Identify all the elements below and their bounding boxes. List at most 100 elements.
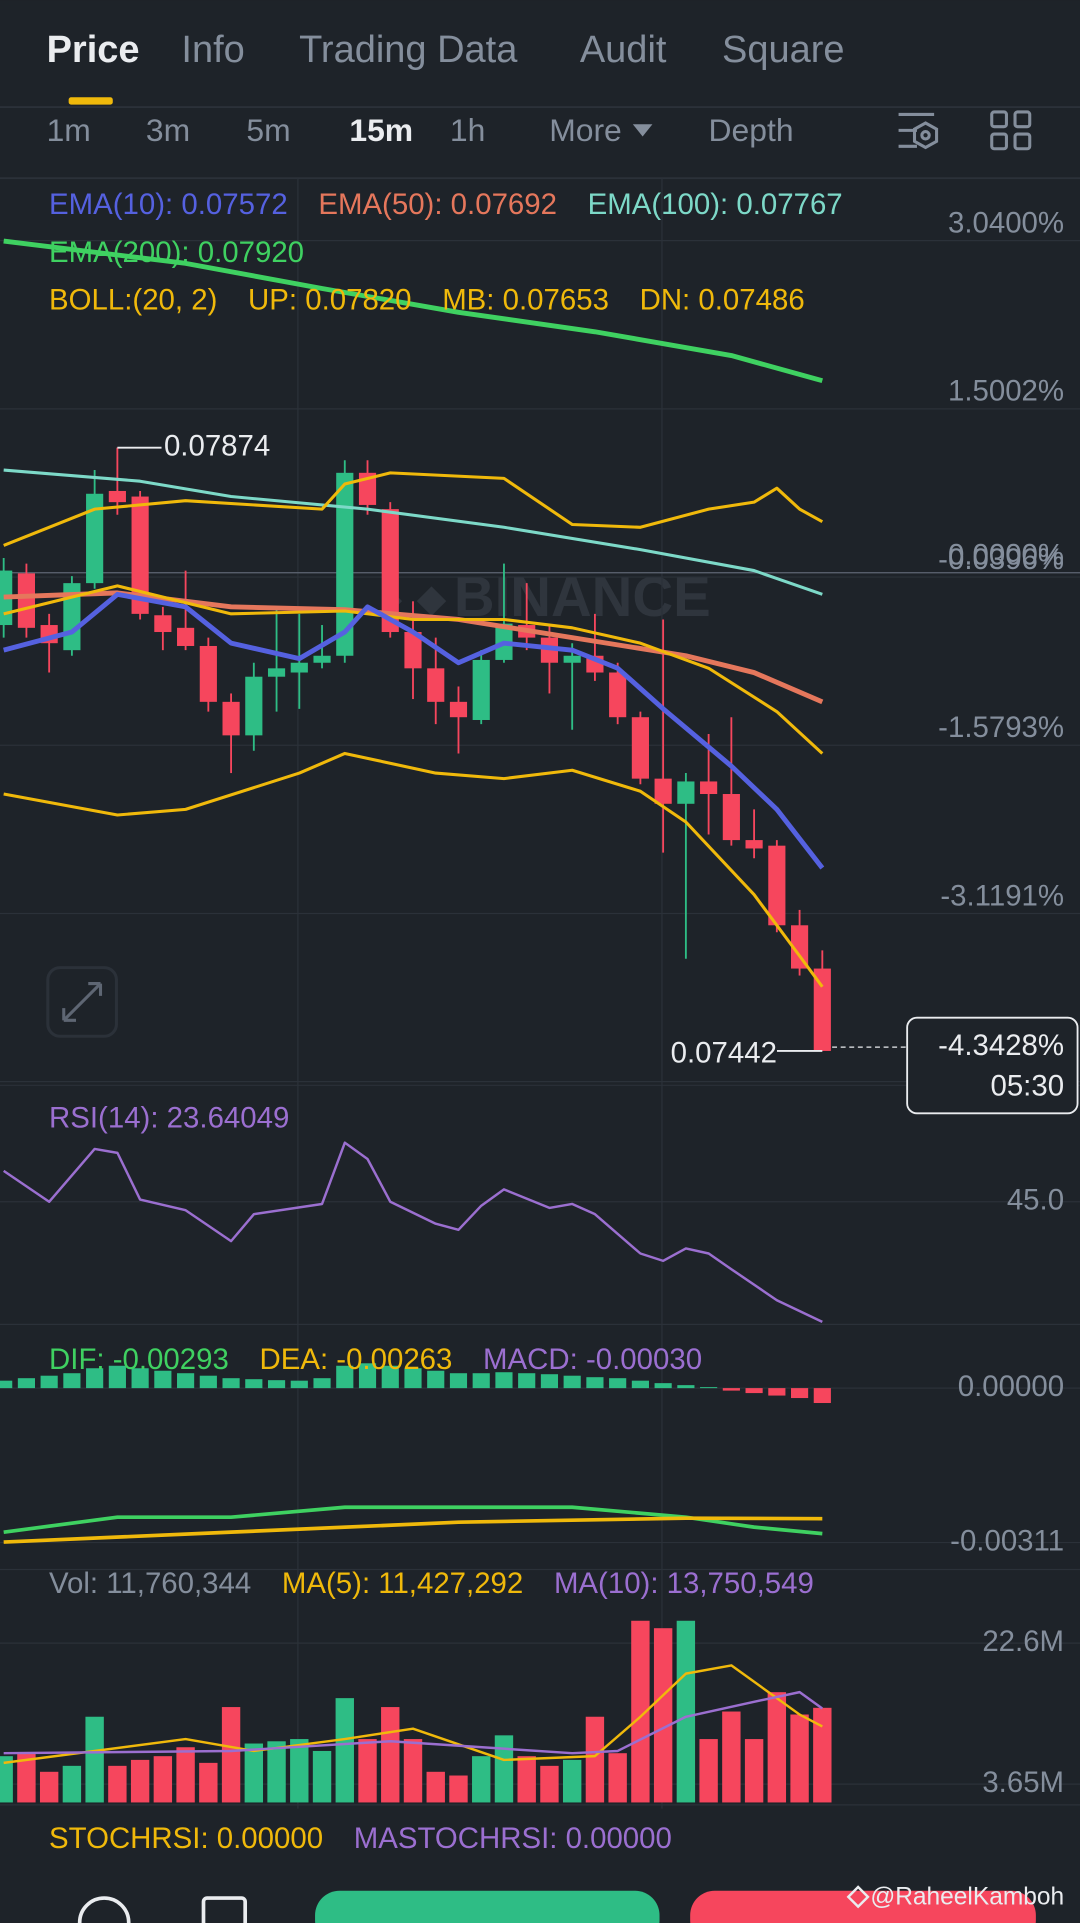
indicator-label: MB: 0.07653	[442, 284, 609, 317]
tab[interactable]: Price	[47, 29, 140, 71]
countdown: 05:30	[990, 1069, 1064, 1102]
macd-bar	[563, 1375, 581, 1389]
candle-body	[267, 668, 286, 677]
indicator-line	[3, 591, 825, 870]
indicator-line	[3, 1690, 824, 1755]
buy-button[interactable]	[315, 1890, 660, 1923]
macd-bar	[586, 1377, 604, 1389]
macd-bar	[245, 1379, 263, 1389]
candle-body	[768, 845, 786, 926]
indicator-label: EMA(100): 0.07767	[588, 188, 843, 221]
macd-bar	[199, 1375, 217, 1389]
candle-body	[154, 615, 172, 633]
macd-bar	[722, 1388, 740, 1391]
volume-bar	[494, 1735, 514, 1803]
volume-bar	[585, 1716, 605, 1803]
layout-icon[interactable]	[990, 110, 1032, 151]
volume-bar	[608, 1753, 627, 1803]
volume-bar	[517, 1756, 536, 1803]
candle-body	[404, 632, 422, 669]
volume-bar	[449, 1775, 468, 1803]
volume-bar	[0, 1756, 13, 1803]
macd-bar	[427, 1370, 445, 1389]
orders-icon[interactable]	[201, 1896, 248, 1923]
volume-bar	[699, 1739, 718, 1803]
last-price-label: -4.3428%	[938, 1029, 1064, 1062]
indicator-label: MASTOCHRSI: 0.00000	[354, 1822, 672, 1855]
candle-body	[131, 496, 149, 614]
volume-bar	[244, 1743, 264, 1803]
interval-option[interactable]: Depth	[709, 112, 794, 148]
volume-bar	[653, 1628, 673, 1803]
candle-body	[427, 668, 445, 702]
macd-bar	[177, 1373, 195, 1389]
macd-bar	[381, 1365, 399, 1389]
candle-body	[449, 701, 468, 718]
volume-bar	[312, 1750, 332, 1803]
macd-bar	[768, 1388, 786, 1396]
interval-option[interactable]: 1m	[47, 112, 91, 148]
volume-bar	[426, 1771, 445, 1803]
volume-bar	[221, 1707, 241, 1803]
macd-bar	[404, 1368, 422, 1389]
volume-bar	[676, 1620, 696, 1803]
macd-bar	[745, 1388, 763, 1394]
indicator-label: DEA: -0.00263	[259, 1343, 452, 1376]
credit: @RaheelKamboh	[870, 1884, 1064, 1911]
volume-bar	[130, 1759, 150, 1803]
candle-body	[813, 968, 831, 1051]
volume-bar	[335, 1698, 354, 1803]
macd-bar	[654, 1383, 672, 1389]
macd-bar	[336, 1365, 354, 1389]
high-label: 0.07874	[164, 429, 270, 462]
macd-bar	[290, 1380, 308, 1389]
indicator-line	[2, 1141, 823, 1324]
interval-option[interactable]: 5m	[246, 112, 290, 148]
volume-bar	[153, 1756, 173, 1803]
volume-bar	[381, 1707, 400, 1803]
y2-tick-label: -1.5793%	[938, 711, 1064, 744]
indicator-settings-icon[interactable]	[898, 112, 939, 150]
volume-bar	[767, 1692, 787, 1803]
volume-bar	[62, 1765, 82, 1803]
tab[interactable]: Square	[722, 29, 845, 71]
last-price-box	[906, 1016, 1079, 1115]
macd-bar	[267, 1380, 286, 1389]
indicator-line	[3, 1505, 823, 1536]
interval-option[interactable]: 3m	[146, 112, 190, 148]
candle-body	[86, 493, 104, 584]
indicator-label: EMA(200): 0.07920	[49, 236, 304, 269]
indicator-label: BOLL:(20, 2)	[49, 284, 217, 317]
y-tick-label: 22.6M	[982, 1625, 1064, 1658]
indicator-label: MA(10): 13,750,549	[554, 1567, 814, 1600]
reference-label: 0.0000%	[948, 539, 1064, 572]
candle-body	[199, 645, 217, 702]
y2-tick-label: -3.1191%	[940, 879, 1064, 912]
tab[interactable]: Trading Data	[299, 29, 518, 71]
tab[interactable]: Info	[181, 29, 244, 71]
candle-body	[313, 655, 331, 663]
macd-bar	[495, 1372, 513, 1389]
volume-bar	[267, 1741, 286, 1803]
candle-body	[700, 781, 718, 795]
dropdown-caret	[632, 124, 653, 137]
macd-bar	[0, 1380, 13, 1389]
interval-option[interactable]: 15m	[349, 112, 413, 148]
indicator-line	[3, 468, 823, 596]
macd-bar	[154, 1370, 172, 1389]
macd-bar	[86, 1368, 104, 1389]
volume-bar	[39, 1771, 59, 1803]
volume-bar	[199, 1762, 218, 1803]
indicator-label: STOCHRSI: 0.00000	[49, 1822, 323, 1855]
indicator-label: RSI(14): 23.64049	[49, 1101, 289, 1134]
candle-body	[245, 676, 263, 736]
interval-option[interactable]: More	[549, 112, 622, 148]
expand-button[interactable]	[46, 966, 118, 1038]
sell-button[interactable]	[690, 1890, 1036, 1923]
indicator-label: EMA(50): 0.07692	[318, 188, 557, 221]
interval-option[interactable]: 1h	[450, 112, 485, 148]
tab[interactable]: Audit	[580, 29, 667, 71]
y2-tick-label: 1.5002%	[948, 375, 1064, 408]
